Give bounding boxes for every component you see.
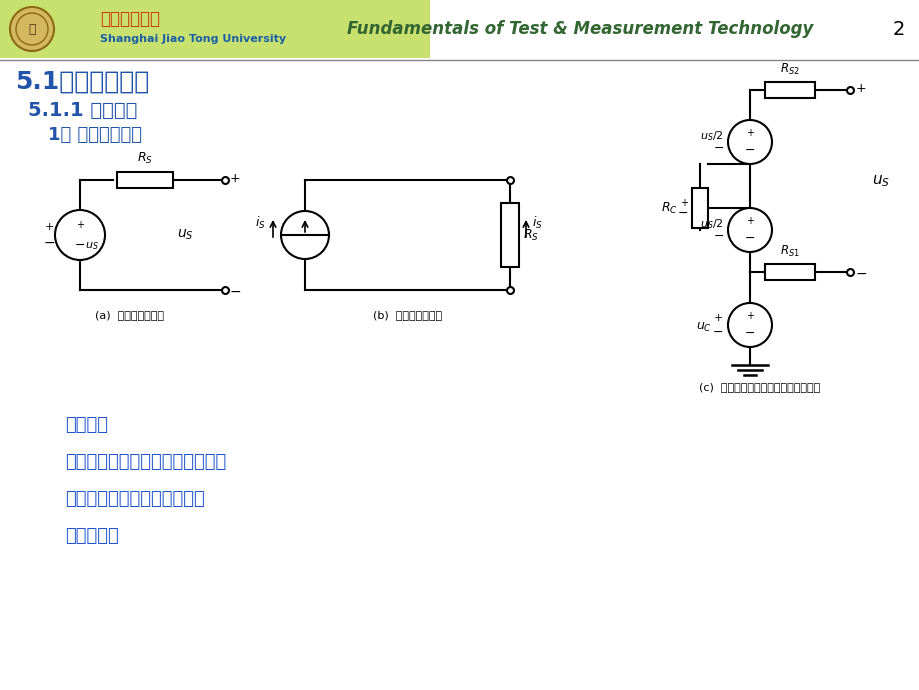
Text: +: + (745, 128, 754, 138)
Bar (765, 264, 814, 280)
Bar (501, 203, 518, 267)
Text: $R_C$: $R_C$ (661, 201, 677, 215)
Text: 5.1信号调理电路: 5.1信号调理电路 (15, 70, 149, 94)
Text: $u_S/2$: $u_S/2$ (699, 217, 723, 231)
Text: −: − (713, 141, 723, 155)
Text: 等效电路: 等效电路 (65, 416, 108, 434)
Circle shape (16, 13, 48, 45)
Text: $u_S/2$: $u_S/2$ (699, 129, 723, 143)
Circle shape (727, 208, 771, 252)
Text: $R_{S1}$: $R_{S1}$ (779, 244, 799, 259)
Text: $R_S$: $R_S$ (137, 151, 153, 166)
Bar (0, 0, 429, 58)
Text: Fundamentals of Test & Measurement Technology: Fundamentals of Test & Measurement Techn… (346, 20, 812, 38)
Text: (a)  电压源等效电路: (a) 电压源等效电路 (96, 310, 165, 320)
Text: $i_S$: $i_S$ (255, 215, 266, 231)
Text: 2: 2 (891, 19, 904, 39)
Text: −: − (74, 239, 85, 251)
Text: +: + (44, 222, 53, 232)
Text: −: − (676, 206, 687, 219)
Text: (c)  存在共模电压时的电压源等效电路: (c) 存在共模电压时的电压源等效电路 (698, 382, 820, 392)
Bar (117, 172, 173, 188)
Text: −: − (230, 285, 242, 299)
Bar (691, 188, 708, 228)
Text: 差模放大倍数、共模放大倍数: 差模放大倍数、共模放大倍数 (65, 490, 205, 508)
Text: +: + (855, 81, 866, 95)
Circle shape (727, 120, 771, 164)
Text: 校: 校 (28, 23, 36, 35)
Text: −: − (744, 327, 754, 340)
Text: $u_S$: $u_S$ (176, 228, 193, 242)
Text: −: − (744, 144, 754, 157)
Text: 共模抑制比: 共模抑制比 (65, 527, 119, 545)
Text: $R_S$: $R_S$ (522, 228, 539, 243)
Text: +: + (745, 311, 754, 322)
Text: −: − (855, 267, 867, 281)
Text: 上海交通大学: 上海交通大学 (100, 10, 160, 28)
Text: $u_S$: $u_S$ (871, 173, 889, 189)
Text: −: − (713, 230, 723, 242)
Text: $R_{S2}$: $R_{S2}$ (779, 62, 799, 77)
Text: $i_S$: $i_S$ (531, 215, 542, 231)
Text: Shanghai Jiao Tong University: Shanghai Jiao Tong University (100, 34, 286, 44)
Text: −: − (43, 236, 55, 250)
Text: +: + (230, 172, 241, 184)
Text: −: − (744, 233, 754, 246)
Text: +: + (679, 198, 687, 208)
Text: $u_C$: $u_C$ (696, 320, 711, 333)
Circle shape (280, 211, 329, 259)
Text: +: + (745, 216, 754, 226)
Text: +: + (713, 313, 722, 323)
Text: 5.1.1 放大电路: 5.1.1 放大电路 (28, 101, 137, 119)
Text: (b)  电流源等效电路: (b) 电流源等效电路 (373, 310, 442, 320)
Circle shape (55, 210, 105, 260)
Text: $u_S$: $u_S$ (85, 240, 98, 252)
Text: +: + (76, 220, 84, 230)
Text: −: − (711, 326, 722, 339)
Circle shape (727, 303, 771, 347)
Circle shape (10, 7, 54, 51)
Bar (765, 82, 814, 98)
Text: 共模电压、差模电压（常模电压）: 共模电压、差模电压（常模电压） (65, 453, 226, 471)
Text: 1、 几个基本概念: 1、 几个基本概念 (48, 126, 142, 144)
